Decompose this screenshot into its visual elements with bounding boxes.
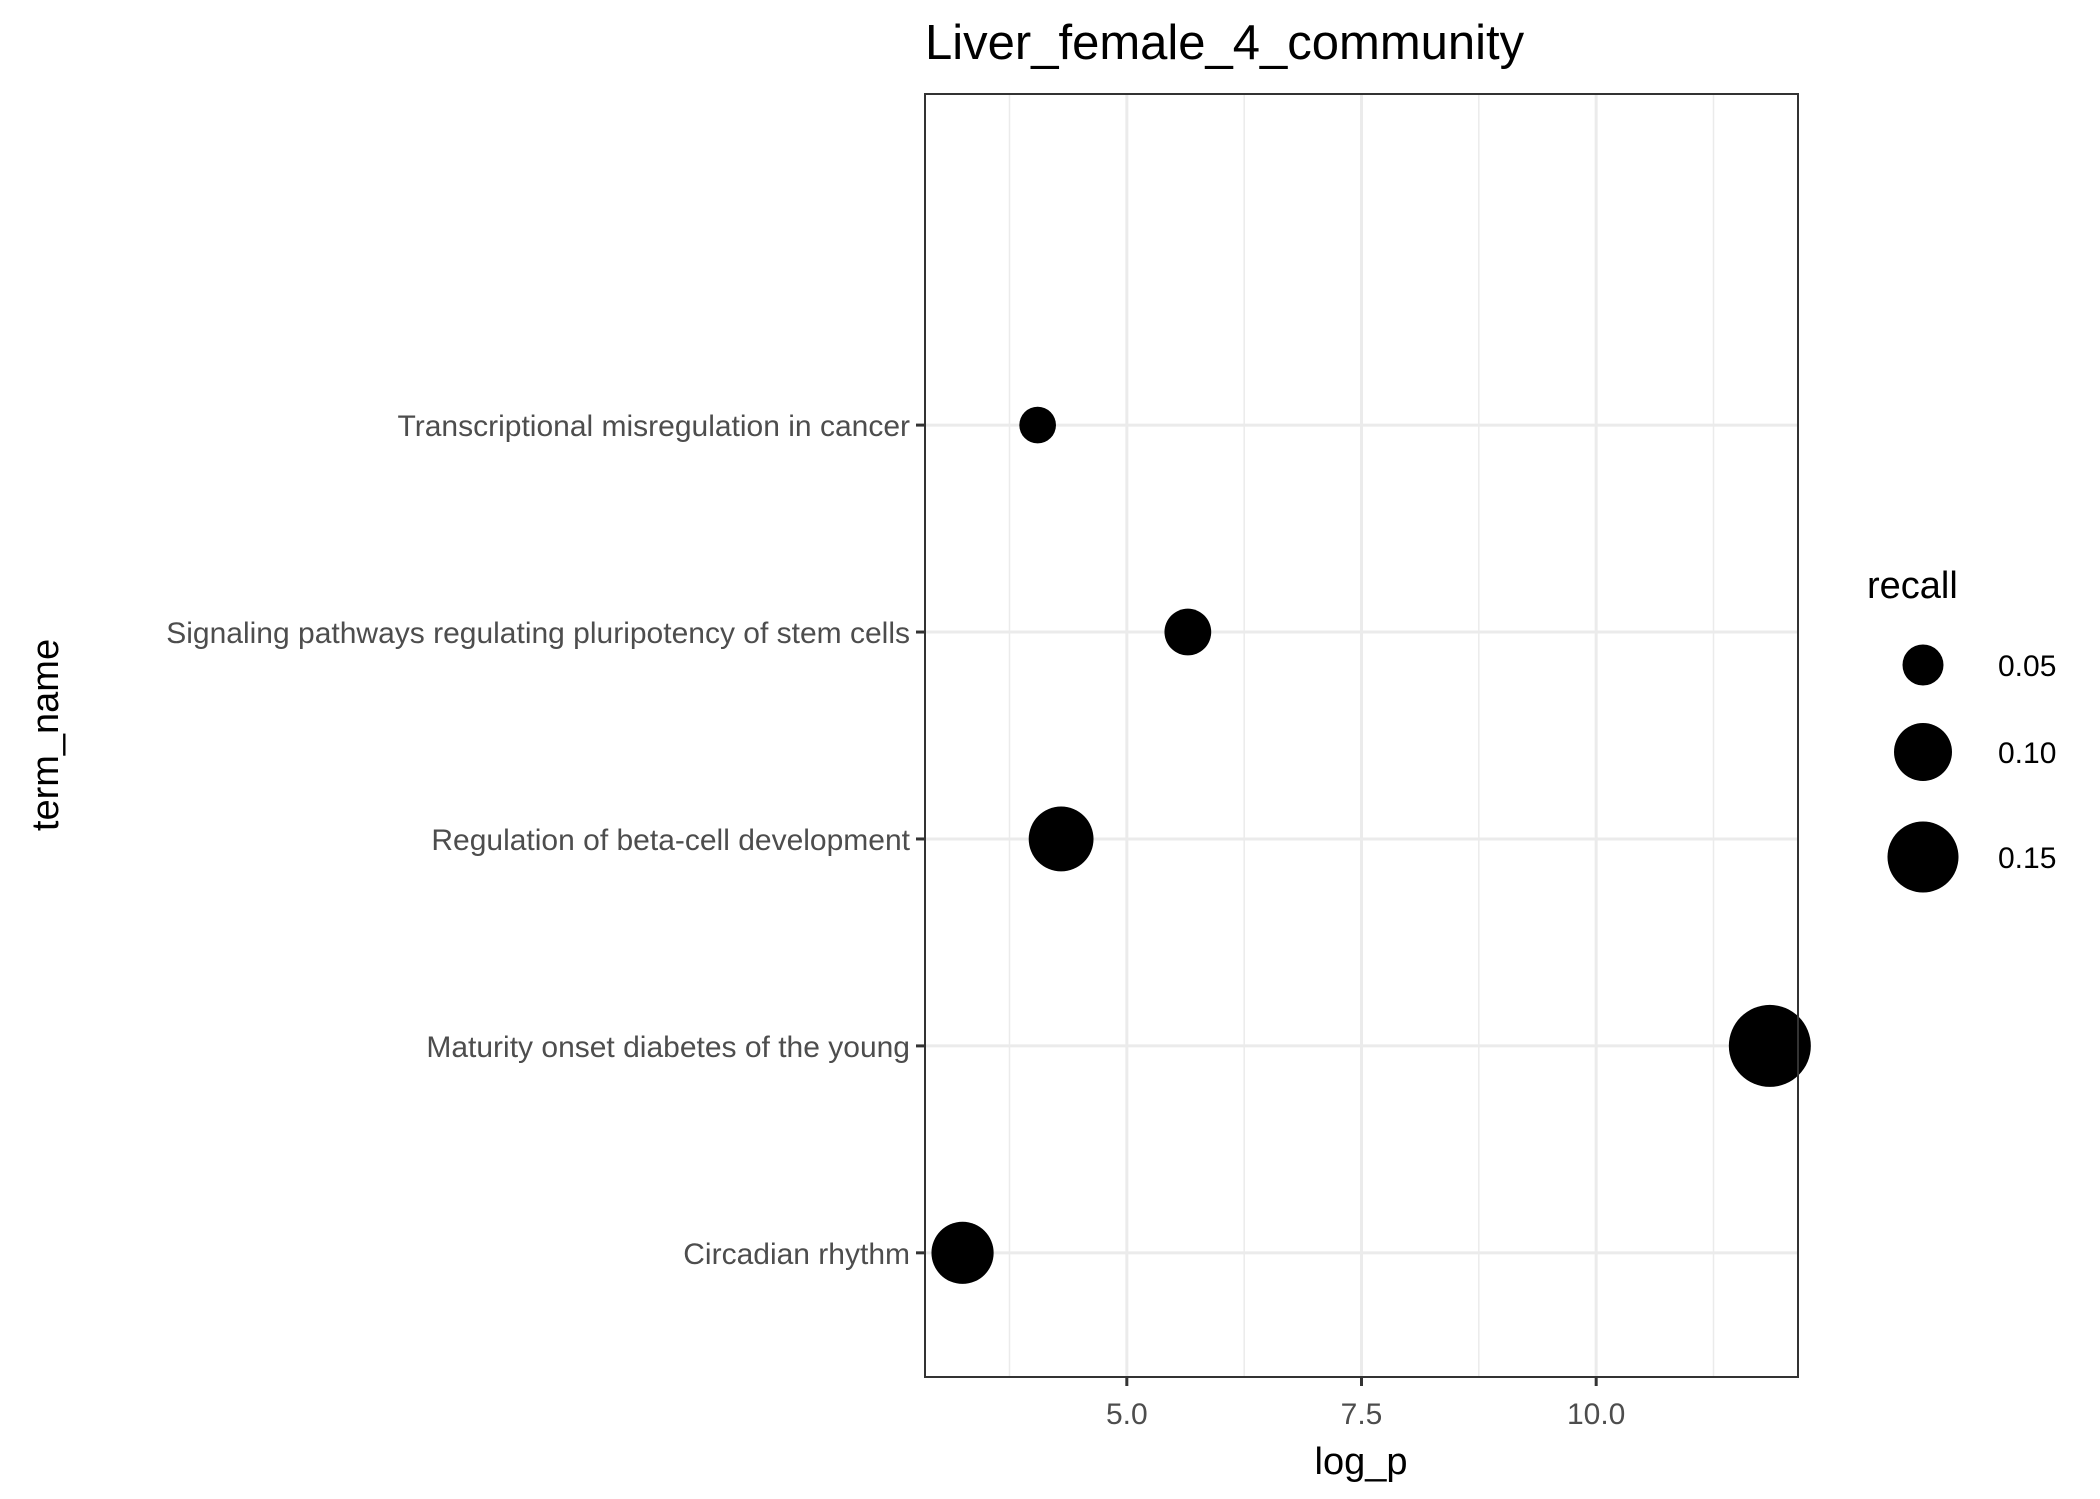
y-tick-label: Circadian rhythm [683, 1238, 910, 1271]
data-point [931, 1221, 994, 1284]
x-axis-title: log_p [1315, 1441, 1408, 1483]
grid-layer [925, 94, 1798, 1377]
legend-key [1902, 644, 1944, 686]
x-tick-label: 10.0 [1567, 1398, 1625, 1431]
legend-key [1894, 723, 1952, 781]
x-tick-label: 7.5 [1341, 1398, 1383, 1431]
chart-title: Liver_female_4_community [925, 16, 1525, 70]
x-tick-label: 5.0 [1106, 1398, 1148, 1431]
legend-label: 0.15 [1998, 842, 2056, 875]
legend: recall 0.05 0.10 0.15 [1867, 565, 2056, 893]
x-axis: 5.0 7.5 10.0 [1106, 1377, 1625, 1431]
y-tick-label: Maturity onset diabetes of the young [426, 1031, 910, 1064]
points-layer [931, 406, 1811, 1284]
y-tick-label: Transcriptional misregulation in cancer [398, 410, 910, 443]
y-axis: Circadian rhythm Maturity onset diabetes … [166, 410, 925, 1271]
legend-key [1887, 821, 1959, 893]
y-tick-label: Signaling pathways regulating pluripoten… [166, 617, 910, 650]
data-point [1019, 406, 1056, 444]
data-point [1728, 1004, 1811, 1087]
legend-label: 0.05 [1998, 650, 2056, 683]
legend-title: recall [1867, 565, 1958, 607]
y-tick-label: Regulation of beta-cell development [431, 824, 910, 857]
legend-label: 0.10 [1998, 737, 2056, 770]
data-point [1028, 806, 1094, 872]
data-point [1164, 608, 1212, 656]
y-axis-title: term_name [25, 639, 67, 831]
